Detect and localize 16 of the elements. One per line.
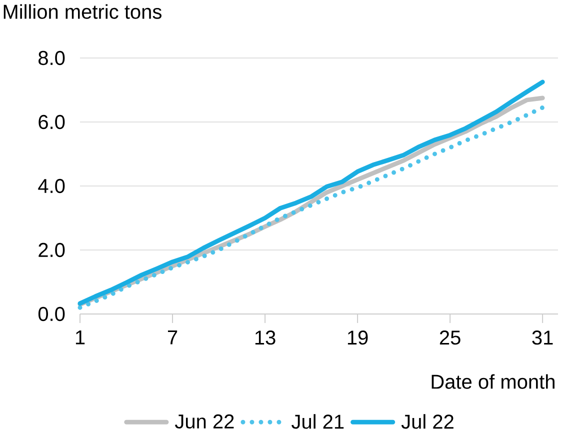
y-axis-title: Million metric tons — [4, 4, 162, 19]
y-tick-label: 0.0 — [38, 306, 65, 322]
x-tick-label: 25 — [440, 330, 460, 345]
x-tick-label: 1 — [76, 330, 85, 344]
y-tick-label: 2.0 — [38, 242, 65, 258]
legend-label: Jul 22 — [401, 414, 454, 429]
legend-label: Jul 21 — [292, 414, 344, 429]
y-tick-label: 4.0 — [38, 178, 65, 194]
legend-label: Jun 22 — [174, 414, 234, 429]
x-tick-label: 19 — [348, 330, 368, 345]
x-tick-label: 31 — [532, 330, 553, 345]
x-tick-label: 7 — [168, 330, 178, 344]
x-tick-label: 13 — [255, 330, 276, 345]
y-tick-label: 8.0 — [38, 50, 65, 66]
y-tick-label: 6.0 — [38, 114, 65, 130]
x-axis-title: Date of month — [432, 374, 554, 389]
